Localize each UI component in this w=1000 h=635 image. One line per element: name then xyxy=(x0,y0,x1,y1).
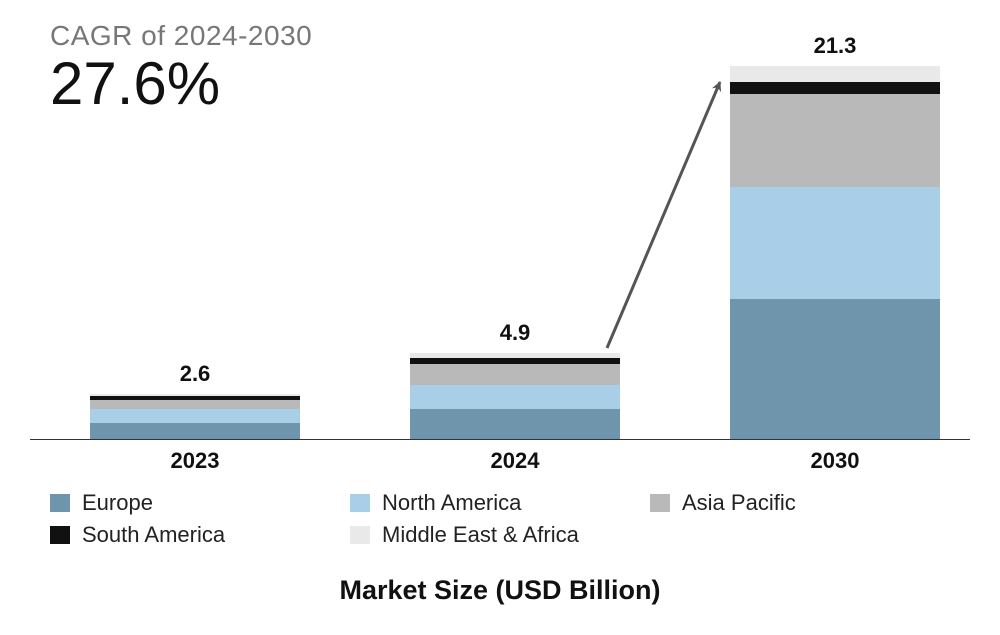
seg-asia_pacific xyxy=(410,364,620,385)
seg-north_america xyxy=(90,409,300,423)
legend-label: North America xyxy=(382,490,521,516)
seg-mea xyxy=(730,66,940,82)
bar-value-label: 21.3 xyxy=(730,33,940,59)
category-label: 2024 xyxy=(410,448,620,474)
legend-swatch xyxy=(650,494,670,512)
seg-europe xyxy=(730,299,940,439)
legend-label: Europe xyxy=(82,490,153,516)
legend-item-europe: Europe xyxy=(50,490,350,516)
seg-asia_pacific xyxy=(90,400,300,410)
legend-label: Asia Pacific xyxy=(682,490,796,516)
bar-2030 xyxy=(730,66,940,439)
seg-north_america xyxy=(410,385,620,410)
market-size-chart: 2.64.921.3 xyxy=(30,40,970,440)
legend-swatch xyxy=(350,526,370,544)
seg-europe xyxy=(410,409,620,439)
category-label: 2030 xyxy=(730,448,940,474)
bar-value-label: 2.6 xyxy=(90,361,300,387)
bar-2023 xyxy=(90,394,300,440)
category-label: 2023 xyxy=(90,448,300,474)
bar-value-label: 4.9 xyxy=(410,320,620,346)
legend-item-north_america: North America xyxy=(350,490,650,516)
seg-north_america xyxy=(730,187,940,299)
seg-europe xyxy=(90,423,300,439)
legend-label: Middle East & Africa xyxy=(382,522,579,548)
legend-swatch xyxy=(50,526,70,544)
legend-item-mea: Middle East & Africa xyxy=(350,522,650,548)
legend-item-south_america: South America xyxy=(50,522,350,548)
legend-swatch xyxy=(350,494,370,512)
seg-south_america xyxy=(730,82,940,94)
legend-item-asia_pacific: Asia Pacific xyxy=(650,490,950,516)
legend-swatch xyxy=(50,494,70,512)
seg-asia_pacific xyxy=(730,94,940,187)
chart-baseline xyxy=(30,439,970,440)
bar-2024 xyxy=(410,353,620,439)
legend-label: South America xyxy=(82,522,225,548)
x-axis-title: Market Size (USD Billion) xyxy=(0,575,1000,606)
legend: Europe North America Asia Pacific South Ame… xyxy=(50,490,950,554)
